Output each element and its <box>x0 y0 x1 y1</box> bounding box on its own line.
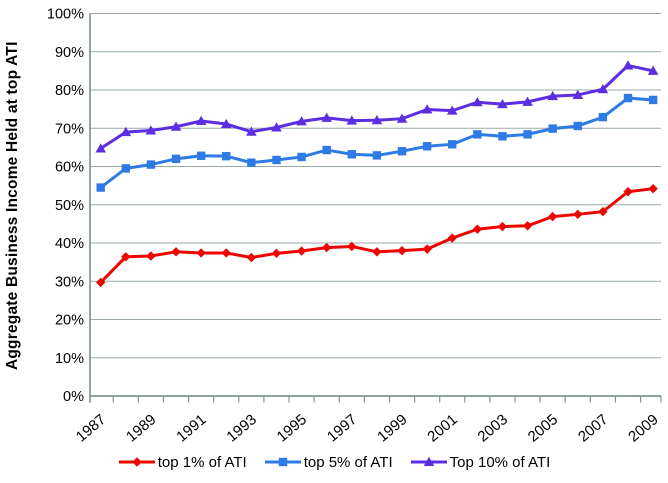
legend-item-top-10-pct: Top 10% of ATI <box>410 453 551 471</box>
series-top-5-of-ati <box>96 93 658 192</box>
x-tick-label: 1993 <box>223 411 259 445</box>
y-tick-label: 40% <box>55 236 84 252</box>
y-tick-label: 80% <box>55 83 84 99</box>
legend: top 1% of ATI top 5% of ATI Top 10% of A… <box>0 449 668 475</box>
y-tick-label: 0% <box>63 389 84 405</box>
plot-svg: 0%10%20%30%40%50%60%70%80%90%100%1987 198… <box>47 7 662 446</box>
axes <box>89 13 661 403</box>
y-tick-label: 60% <box>55 160 84 176</box>
y-tick-label: 30% <box>55 274 84 290</box>
x-tick-label: 2009 <box>625 411 661 445</box>
series-top-10-of-ati <box>95 60 659 153</box>
blue-square-legend-marker-icon <box>264 457 301 467</box>
x-tick-label: 1995 <box>274 411 310 445</box>
y-axis-tick-labels: 0% 10% 20% 30% 40% 50% 60% 70% 80% 90% 100% <box>47 7 84 406</box>
gridlines <box>90 13 661 359</box>
legend-item-top-5-pct: top 5% of ATI <box>264 454 393 471</box>
x-tick-label: 2007 <box>575 411 611 445</box>
legend-label-top-1-pct: top 1% of ATI <box>157 453 247 471</box>
y-tick-label: 20% <box>55 313 84 329</box>
x-axis-tick-labels: 1987 1989 1991 1993 1995 1997 1999 2001 2003 2005… <box>73 411 662 445</box>
x-tick-label: 2003 <box>475 411 511 445</box>
x-tick-label: 1997 <box>324 411 360 445</box>
x-tick-label: 1991 <box>173 411 209 445</box>
y-axis-title: Aggregate Business Income Held at top AT… <box>4 41 21 371</box>
x-axis-ticks <box>112 396 662 403</box>
y-tick-label: 10% <box>55 351 84 367</box>
y-tick-label: 90% <box>55 45 84 61</box>
red-diamond-legend-marker-icon <box>118 457 155 467</box>
y-tick-label: 70% <box>55 121 84 137</box>
y-tick-label: 100% <box>47 7 84 23</box>
purple-triangle-legend-marker-icon <box>410 456 447 466</box>
y-tick-label: 50% <box>55 198 84 214</box>
series-top-1-of-ati <box>96 183 658 288</box>
legend-label-top-5-pct: top 5% of ATI <box>303 453 393 471</box>
x-tick-label: 2005 <box>525 411 561 445</box>
x-tick-label: 1987 <box>73 411 109 445</box>
legend-item-top-1-pct: top 1% of ATI <box>118 454 247 471</box>
legend-label-top-10-pct: Top 10% of ATI <box>449 453 551 471</box>
x-tick-label: 1999 <box>374 411 410 445</box>
x-tick-label: 2001 <box>424 411 460 445</box>
x-tick-label: 1989 <box>123 411 159 445</box>
